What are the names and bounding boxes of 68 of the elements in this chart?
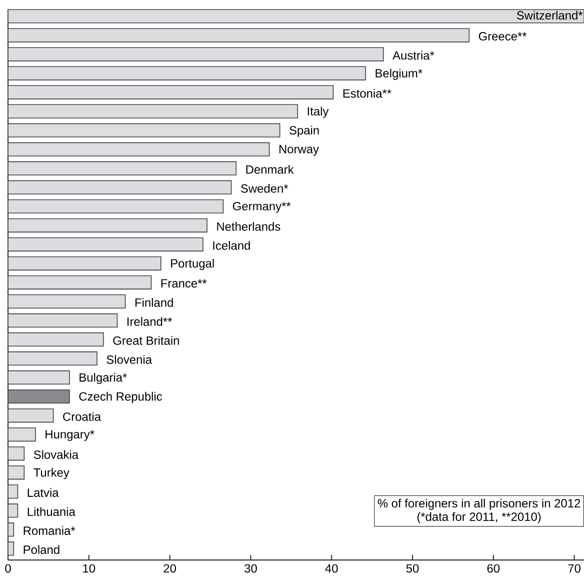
x-tick-label: 20: [164, 564, 176, 573]
bar: [8, 199, 224, 214]
bar: [8, 28, 470, 42]
y-tick-label: Romania*: [24, 526, 76, 535]
bar: [8, 180, 232, 194]
x-tick-label: 10: [83, 564, 96, 573]
bar: [8, 47, 384, 62]
y-tick-label: Portugal: [171, 258, 214, 270]
x-tick-label: 40: [325, 564, 338, 573]
y-tick-label: Denmark: [246, 164, 294, 174]
y-tick-label: Italy: [308, 106, 329, 118]
y-tick-label: Netherlands: [217, 222, 280, 231]
y-tick-label: Czech Republic: [79, 392, 162, 404]
bar: [8, 66, 366, 80]
bar: [8, 332, 104, 347]
bar: [8, 237, 204, 252]
bar: [8, 142, 270, 156]
y-tick-label: Germany**: [232, 202, 291, 213]
bar: [8, 218, 208, 232]
y-tick-label: Lithuania: [28, 507, 76, 516]
bar: [8, 504, 18, 518]
y-tick-label: Ireland**: [127, 317, 172, 326]
y-tick-label: Croatia: [63, 412, 101, 421]
y-tick-label: Great Britain: [113, 336, 179, 345]
bar: [8, 408, 54, 423]
y-tick-label: Iceland: [213, 241, 250, 250]
bar: [8, 104, 298, 118]
y-tick-label: Austria*: [392, 50, 434, 60]
bar: [8, 466, 25, 480]
y-tick-label: France**: [161, 279, 207, 288]
x-tick-label: 30: [244, 564, 257, 573]
bar: [8, 313, 118, 328]
y-tick-label: Finland: [135, 298, 173, 307]
x-tick-label: 60: [487, 564, 500, 573]
x-tick-label: 50: [406, 564, 419, 573]
y-tick-label: Estonia**: [343, 88, 392, 98]
bar: [8, 484, 18, 499]
bar: [8, 427, 36, 442]
y-tick-label: Turkey: [34, 468, 70, 480]
bar: [8, 85, 334, 100]
bar: [8, 389, 70, 404]
bar: [8, 9, 584, 24]
y-tick-label: Bulgaria*: [80, 372, 127, 384]
bar: [8, 294, 126, 308]
y-tick-label: Poland: [24, 545, 60, 554]
bar: [8, 522, 14, 537]
y-tick-label: Switzerland*: [516, 10, 583, 20]
bar: [8, 275, 152, 290]
x-tick-label: 0: [5, 564, 11, 573]
bar: [8, 123, 280, 138]
annotation: (*data for 2011, **2010): [417, 512, 541, 524]
y-tick-label: Belgium*: [376, 68, 422, 80]
y-tick-label: Spain: [290, 126, 319, 137]
bar: [8, 446, 25, 461]
y-tick-label: Hungary*: [46, 430, 94, 441]
bar: [8, 351, 98, 366]
bar: [8, 542, 14, 556]
bar: [8, 256, 162, 270]
y-tick-label: Greece**: [478, 32, 527, 40]
y-tick-label: Slovakia: [34, 450, 79, 459]
y-tick-label: Latvia: [28, 488, 59, 497]
bar: [8, 161, 237, 176]
annotation: % of foreigners in all prisoners in 2012: [378, 498, 580, 510]
x-tick-label: 70: [568, 564, 580, 573]
bar: [8, 370, 70, 385]
y-tick-label: Slovenia: [106, 355, 152, 364]
y-tick-label: Sweden*: [241, 184, 288, 193]
y-tick-label: Norway: [279, 144, 319, 156]
